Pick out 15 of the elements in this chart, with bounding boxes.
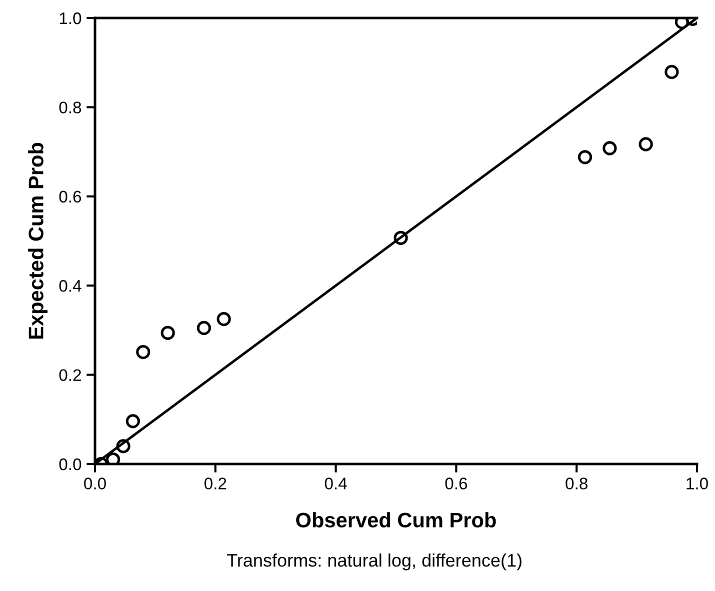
y-axis-title: Expected Cum Prob [28,142,48,339]
x-tick-label: 0.2 [204,478,226,490]
x-tick-label: 1.0 [686,478,708,490]
y-tick-label: 0.4 [59,280,82,292]
y-tick-label: 0.2 [59,369,81,382]
y-tick-label: 0.0 [59,458,82,470]
x-axis-title: Observed Cum Prob [296,512,496,528]
y-tick-label: 0.8 [59,102,82,114]
y-tick-label: 0.6 [59,190,82,203]
x-tick-label: 0.0 [84,478,106,490]
x-tick-label: 0.4 [324,478,347,490]
y-tick-label: 1.0 [60,12,82,24]
x-tick-label: 0.8 [566,478,588,490]
x-tick-label: 0.6 [445,478,468,490]
text: Transforms: natural log, difference(1) [226,553,522,570]
